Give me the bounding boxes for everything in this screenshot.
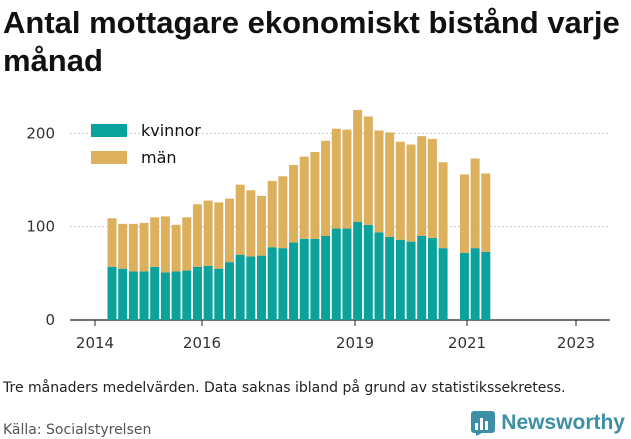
bar-kvinnor xyxy=(224,262,234,320)
bar-män xyxy=(353,110,363,222)
bar-kvinnor xyxy=(438,248,448,320)
x-axis: 2014 2016 2019 2021 2023 xyxy=(76,320,595,352)
bar-män xyxy=(438,162,448,249)
x-tick-label: 2023 xyxy=(557,334,595,352)
bar-män xyxy=(459,174,469,253)
bar-kvinnor xyxy=(342,228,352,320)
bar-män xyxy=(299,156,309,239)
bar-män xyxy=(481,173,491,252)
bar-kvinnor xyxy=(395,239,405,320)
bar-kvinnor xyxy=(107,266,117,320)
bar-kvinnor xyxy=(459,252,469,320)
bar-män xyxy=(310,152,320,239)
brand-name: Newsworthy xyxy=(501,411,625,434)
bar-kvinnor xyxy=(385,236,395,320)
bar-män xyxy=(406,144,416,242)
bar-män xyxy=(246,190,256,257)
bar-män xyxy=(203,200,213,266)
bar-kvinnor xyxy=(278,248,288,320)
chart-title: Antal mottagare ekonomiskt bistånd varje… xyxy=(3,5,620,78)
bar-män xyxy=(257,195,267,256)
bar-män xyxy=(427,138,437,238)
bar-män xyxy=(470,158,480,249)
bar-kvinnor xyxy=(470,248,480,320)
bar-män xyxy=(182,217,192,271)
legend-swatch-män xyxy=(91,151,127,164)
bar-kvinnor xyxy=(118,268,128,320)
bar-kvinnor xyxy=(150,266,160,320)
bar-kvinnor xyxy=(203,265,213,320)
bar-män xyxy=(417,136,427,236)
bars xyxy=(107,110,491,320)
bar-män xyxy=(192,204,202,267)
bar-kvinnor xyxy=(257,255,267,320)
bar-män xyxy=(331,128,341,229)
bar-kvinnor xyxy=(139,271,149,320)
bar-kvinnor xyxy=(481,251,491,320)
bar-män xyxy=(160,216,170,273)
bar-kvinnor xyxy=(214,268,224,320)
bar-män xyxy=(374,130,384,233)
source-credit: Källa: Socialstyrelsen xyxy=(3,422,152,438)
bar-kvinnor xyxy=(299,238,309,320)
bar-män xyxy=(321,140,331,236)
bar-män xyxy=(278,176,288,249)
bar-kvinnor xyxy=(128,271,138,320)
bar-män xyxy=(289,165,299,243)
bar-män xyxy=(395,141,405,240)
legend-label-kvinnor: kvinnor xyxy=(141,121,201,140)
bar-kvinnor xyxy=(406,241,416,320)
x-tick-label: 2021 xyxy=(448,334,486,352)
bar-kvinnor xyxy=(171,271,181,320)
bar-kvinnor xyxy=(310,238,320,320)
newsworthy-logo[interactable]: Newsworthy xyxy=(470,410,625,436)
bar-kvinnor xyxy=(160,272,170,320)
x-tick-label: 2016 xyxy=(183,334,221,352)
bar-kvinnor xyxy=(235,254,245,320)
bar-chart-logo-icon xyxy=(471,411,496,436)
bar-kvinnor xyxy=(289,242,299,320)
legend: kvinnor män xyxy=(91,121,201,167)
bar-män xyxy=(224,198,234,263)
bar-kvinnor xyxy=(246,256,256,320)
y-tick-label: 0 xyxy=(45,311,55,329)
legend-label-män: män xyxy=(141,148,177,167)
bar-kvinnor xyxy=(192,266,202,320)
bar-män xyxy=(363,116,373,225)
bar-kvinnor xyxy=(363,224,373,320)
y-axis-ticks: 0 100 200 xyxy=(26,124,55,329)
bar-män xyxy=(139,222,149,272)
bar-män xyxy=(267,180,277,248)
bar-kvinnor xyxy=(331,228,341,320)
bar-män xyxy=(118,223,128,269)
chart-note: Tre månaders medelvärden. Data saknas ib… xyxy=(3,380,566,396)
x-tick-label: 2019 xyxy=(336,334,374,352)
x-tick-label: 2014 xyxy=(76,334,114,352)
bar-män xyxy=(128,223,138,272)
bar-män xyxy=(342,129,352,229)
bar-kvinnor xyxy=(267,247,277,320)
bar-män xyxy=(385,132,395,237)
y-tick-label: 100 xyxy=(26,218,55,236)
bar-kvinnor xyxy=(353,222,363,320)
bar-män xyxy=(214,202,224,269)
bar-män xyxy=(171,224,181,272)
bar-män xyxy=(150,217,160,267)
bar-kvinnor xyxy=(321,236,331,320)
bar-kvinnor xyxy=(374,232,384,320)
bar-män xyxy=(235,184,245,255)
y-tick-label: 200 xyxy=(26,124,55,142)
legend-swatch-kvinnor xyxy=(91,124,127,137)
bar-kvinnor xyxy=(417,236,427,320)
bar-män xyxy=(107,218,117,267)
bar-kvinnor xyxy=(182,270,192,320)
bar-chart: 0 100 200 2014 2016 2019 2021 2023 kvinnor män xyxy=(26,110,610,352)
bar-kvinnor xyxy=(427,237,437,320)
